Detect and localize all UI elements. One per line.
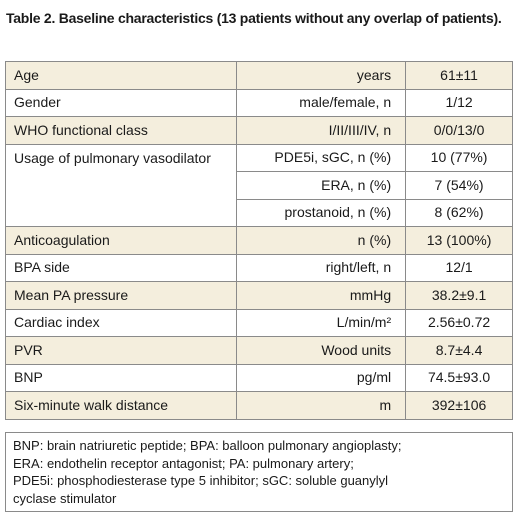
- footnote-line: PDE5i: phosphodiesterase type 5 inhibito…: [13, 473, 389, 488]
- table-cell: BNP: [4, 363, 238, 392]
- table-cell: 10 (77%): [405, 143, 513, 172]
- table-cell: Cardiac index: [4, 308, 238, 337]
- table-cell: n (%): [236, 226, 407, 255]
- table-body: Age years 61±11 Gender male/female, n 1/12 WHO…: [4, 61, 513, 420]
- footnote: BNP: brain natriuretic peptide; BPA: bal…: [5, 432, 513, 512]
- table-title: Table 2. Baseline characteristics (13 pa…: [6, 10, 502, 26]
- table-cell: 61±11: [405, 61, 513, 90]
- table-cell: PVR: [4, 336, 238, 365]
- table-cell: 74.5±93.0: [405, 363, 513, 392]
- table-cell: 0/0/13/0: [405, 116, 513, 145]
- table-cell: male/female, n: [236, 88, 407, 117]
- table-cell: Mean PA pressure: [4, 281, 238, 310]
- footnote-line: cyclase stimulator: [13, 490, 117, 506]
- table-cell: Age: [4, 61, 238, 90]
- table-cell: Gender: [4, 88, 238, 117]
- footnote-line: ERA: endothelin receptor antagonist; PA:…: [13, 455, 354, 471]
- table-cell: 38.2±9.1: [405, 281, 513, 310]
- table-cell: mmHg: [236, 281, 407, 310]
- table-row: ERA, n (%) 7 (54%): [6, 171, 513, 200]
- table-row: Usage of pulmonary vasodilator PDE5i, sGC…: [4, 143, 513, 227]
- table-cell: 7 (54%): [405, 171, 513, 200]
- table-row: BNP pg/ml 74.5±93.0: [4, 363, 513, 392]
- table-row: Anticoagulation n (%) 13 (100%): [4, 226, 513, 255]
- table-row: Six-minute walk distance m 392±106: [4, 391, 513, 420]
- table-cell: 8 (62%): [405, 198, 513, 227]
- table-cell: 392±106: [405, 391, 513, 420]
- table-row: Cardiac index L/min/m² 2.56±0.72: [4, 308, 513, 337]
- table-cell: prostanoid, n (%): [236, 198, 407, 227]
- table-cell: 12/1: [405, 253, 513, 282]
- table-row: Age years 61±11: [4, 61, 513, 90]
- footnote-line: BNP: brain natriuretic peptide; BPA: bal…: [13, 438, 402, 453]
- table-row: prostanoid, n (%) 8 (62%): [6, 198, 513, 227]
- table-row: WHO functional class I/II/III/IV, n 0/0/13…: [4, 116, 513, 145]
- table-cell: 8.7±4.4: [405, 336, 513, 365]
- table: Age years 61±11 Gender male/female, n 1/12 WHO…: [4, 61, 513, 420]
- table-cell: PDE5i, sGC, n (%): [236, 143, 407, 172]
- table-cell: 2.56±0.72: [405, 308, 513, 337]
- table-cell: ERA, n (%): [236, 171, 407, 200]
- table-cell: WHO functional class: [4, 116, 238, 145]
- table-cell: I/II/III/IV, n: [236, 116, 407, 145]
- table-row: Mean PA pressure mmHg 38.2±9.1: [4, 281, 513, 310]
- table-cell: Wood units: [236, 336, 407, 365]
- table-cell: Anticoagulation: [4, 226, 238, 255]
- table-cell: BPA side: [4, 253, 238, 282]
- table-cell: m: [236, 391, 407, 420]
- table-cell: 13 (100%): [405, 226, 513, 255]
- table-cell: pg/ml: [236, 363, 407, 392]
- table-cell: Six-minute walk distance: [4, 391, 238, 420]
- table-row: Gender male/female, n 1/12: [4, 88, 513, 117]
- table-row: PVR Wood units 8.7±4.4: [4, 336, 513, 365]
- table-cell: years: [236, 61, 407, 90]
- table-row: BPA side right/left, n 12/1: [4, 253, 513, 282]
- table-cell: L/min/m²: [236, 308, 407, 337]
- table-cell: 1/12: [405, 88, 513, 117]
- table-cell: right/left, n: [236, 253, 407, 282]
- table-cell: Usage of pulmonary vasodilator: [4, 143, 238, 227]
